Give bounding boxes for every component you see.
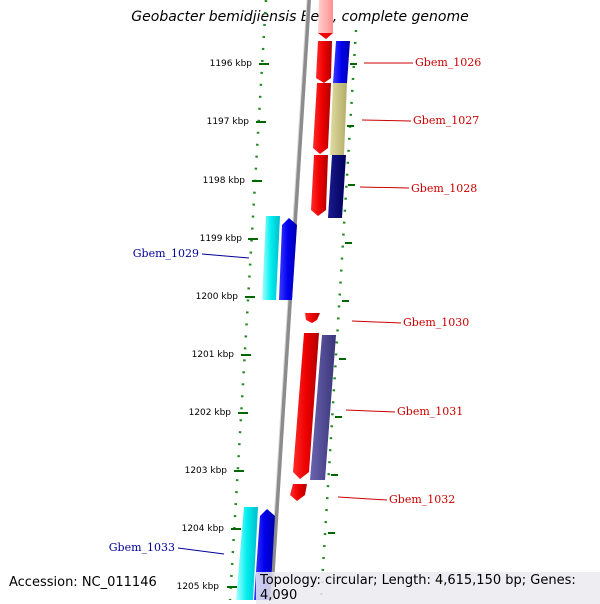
gene-label[interactable]: Gbem_1029 <box>133 247 199 260</box>
gene-arrow <box>316 41 332 83</box>
gene-label[interactable]: Gbem_1032 <box>389 493 455 506</box>
axis-tick <box>248 238 258 240</box>
leader-line <box>361 119 412 122</box>
gene-label[interactable]: Gbem_1031 <box>397 405 463 418</box>
feature-block <box>310 335 336 480</box>
axis-tick <box>234 470 244 472</box>
feature-block <box>330 83 347 155</box>
feature-block <box>328 155 346 218</box>
reverse-genes <box>236 216 297 600</box>
feature-block <box>333 41 350 83</box>
gene-arrow <box>293 333 319 479</box>
leader-line <box>337 496 388 501</box>
gene-label[interactable]: Gbem_1026 <box>415 56 481 69</box>
leader-line <box>345 409 396 413</box>
feature-blocks <box>310 41 350 480</box>
leader-line <box>351 320 402 324</box>
gene-block-cyan <box>236 507 258 600</box>
gene-arrow <box>311 155 328 216</box>
axis-ticks <box>227 63 357 588</box>
gene-arrow-blue <box>279 218 297 300</box>
tick-label: 1204 kbp <box>182 524 225 534</box>
leader-line <box>201 253 250 259</box>
outer-tick <box>328 532 335 534</box>
gene-arrow <box>290 484 307 501</box>
axis-tick <box>256 121 266 123</box>
tick-label: 1200 kbp <box>196 292 239 302</box>
tick-label: 1196 kbp <box>210 59 253 69</box>
tick-label: 1202 kbp <box>189 408 232 418</box>
gene-label[interactable]: Gbem_1033 <box>109 541 175 554</box>
gene-label[interactable]: Gbem_1027 <box>413 114 479 127</box>
gene-block-cyan <box>262 216 280 300</box>
tick-label: 1201 kbp <box>192 350 235 360</box>
outer-tick <box>345 242 352 244</box>
leader-lines <box>177 62 413 555</box>
outer-tick <box>331 474 338 476</box>
gene-arrow-pink <box>318 0 333 39</box>
gene-arrow <box>318 33 333 39</box>
accession-text: Accession: NC_011146 <box>9 575 157 590</box>
topology-text: Topology: circular; Length: 4,615,150 bp… <box>256 572 600 604</box>
forward-genes <box>290 0 333 501</box>
gene-arrow <box>305 313 320 323</box>
tick-label: 1205 kbp <box>177 582 220 592</box>
gene-arrow <box>313 83 331 154</box>
gene-label[interactable]: Gbem_1030 <box>403 316 469 329</box>
track-line-inner <box>228 0 268 600</box>
outer-tick <box>335 416 342 418</box>
outer-tick <box>342 300 349 302</box>
tick-label: 1199 kbp <box>200 234 243 244</box>
outer-tick <box>339 358 346 360</box>
axis-tick <box>227 586 237 588</box>
axis-tick <box>238 412 248 414</box>
tick-label: 1197 kbp <box>207 117 250 127</box>
leader-line <box>177 547 225 555</box>
tick-label: 1203 kbp <box>185 466 228 476</box>
page-title: Geobacter bemidjiensis Bem, complete gen… <box>131 9 469 25</box>
tick-label: 1198 kbp <box>203 176 246 186</box>
outer-tick <box>348 184 355 186</box>
axis-tick <box>241 354 251 356</box>
axis-tick <box>252 180 262 182</box>
gene-label[interactable]: Gbem_1028 <box>411 182 477 195</box>
axis-tick <box>259 63 269 65</box>
outer-tick <box>350 63 357 65</box>
leader-line <box>359 186 410 189</box>
outer-tick <box>347 125 354 127</box>
axis-tick <box>245 296 255 298</box>
axis-tick <box>231 528 241 530</box>
